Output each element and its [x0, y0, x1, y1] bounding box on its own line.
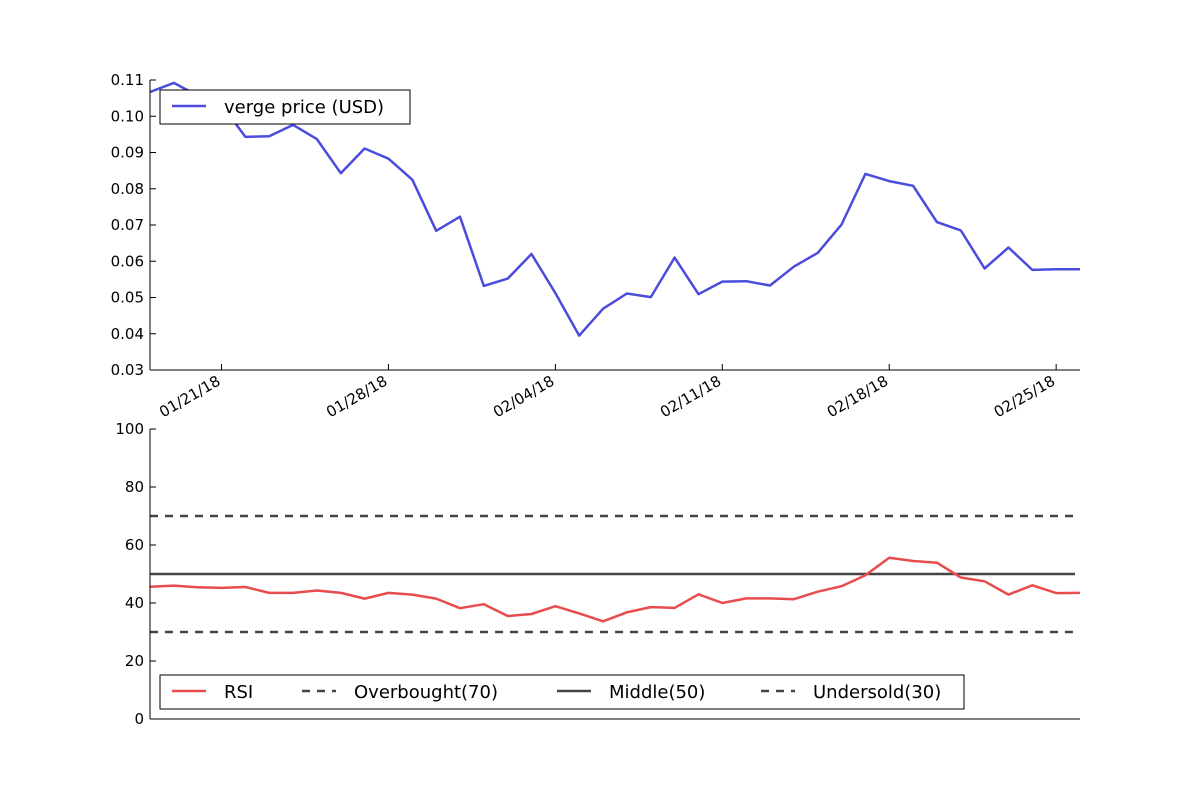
- price-line: [149, 81, 1080, 337]
- price-x-tick-label: 02/18/18: [824, 372, 891, 421]
- rsi-y-tick-label: 100: [115, 420, 144, 438]
- price-x-tick-label: 02/11/18: [657, 372, 724, 421]
- rsi-y-tick-label: 40: [125, 594, 144, 612]
- rsi-legend-label: Overbought(70): [354, 682, 498, 703]
- price-y-tick-label: 0.03: [111, 361, 144, 379]
- rsi-chart: 0 20 40 60 80 100 RSI Overbought(70) Middle(50) U…: [115, 420, 1081, 728]
- rsi-legend: RSI Overbought(70) Middle(50) Undersold(30): [159, 674, 965, 710]
- price-legend-box: [159, 89, 411, 125]
- rsi-line: [149, 556, 1081, 623]
- rsi-y-tick-label: 20: [125, 652, 144, 670]
- price-y-tick-label: 0.07: [111, 216, 144, 234]
- price-y-tick-label: 0.04: [111, 325, 144, 343]
- price-y-tick-label: 0.10: [111, 107, 144, 125]
- rsi-legend-label: Undersold(30): [813, 682, 941, 703]
- price-x-tick-label: 02/04/18: [490, 372, 557, 421]
- price-y-tick-label: 0.09: [111, 144, 144, 162]
- price-chart: 0.03 0.04 0.05 0.06 0.07 0.08 0.09 0.10 0.11 01/2…: [111, 71, 1080, 421]
- price-x-tick-label: 01/21/18: [156, 372, 223, 421]
- rsi-y-tick-label: 60: [125, 536, 144, 554]
- price-y-tick-label: 0.05: [111, 289, 144, 307]
- price-x-tick-label: 02/25/18: [991, 372, 1058, 421]
- price-y-tick-label: 0.08: [111, 180, 144, 198]
- rsi-legend-label: RSI: [224, 682, 253, 703]
- rsi-y-tick-label: 80: [125, 478, 144, 496]
- price-x-tick-label: 01/28/18: [323, 372, 390, 421]
- price-legend-label: verge price (USD): [224, 97, 384, 118]
- price-y-tick-label: 0.06: [111, 252, 144, 270]
- price-legend: verge price (USD): [159, 89, 411, 125]
- rsi-legend-label: Middle(50): [609, 682, 705, 703]
- rsi-y-tick-label: 0: [134, 710, 144, 728]
- price-y-tick-label: 0.11: [111, 71, 144, 89]
